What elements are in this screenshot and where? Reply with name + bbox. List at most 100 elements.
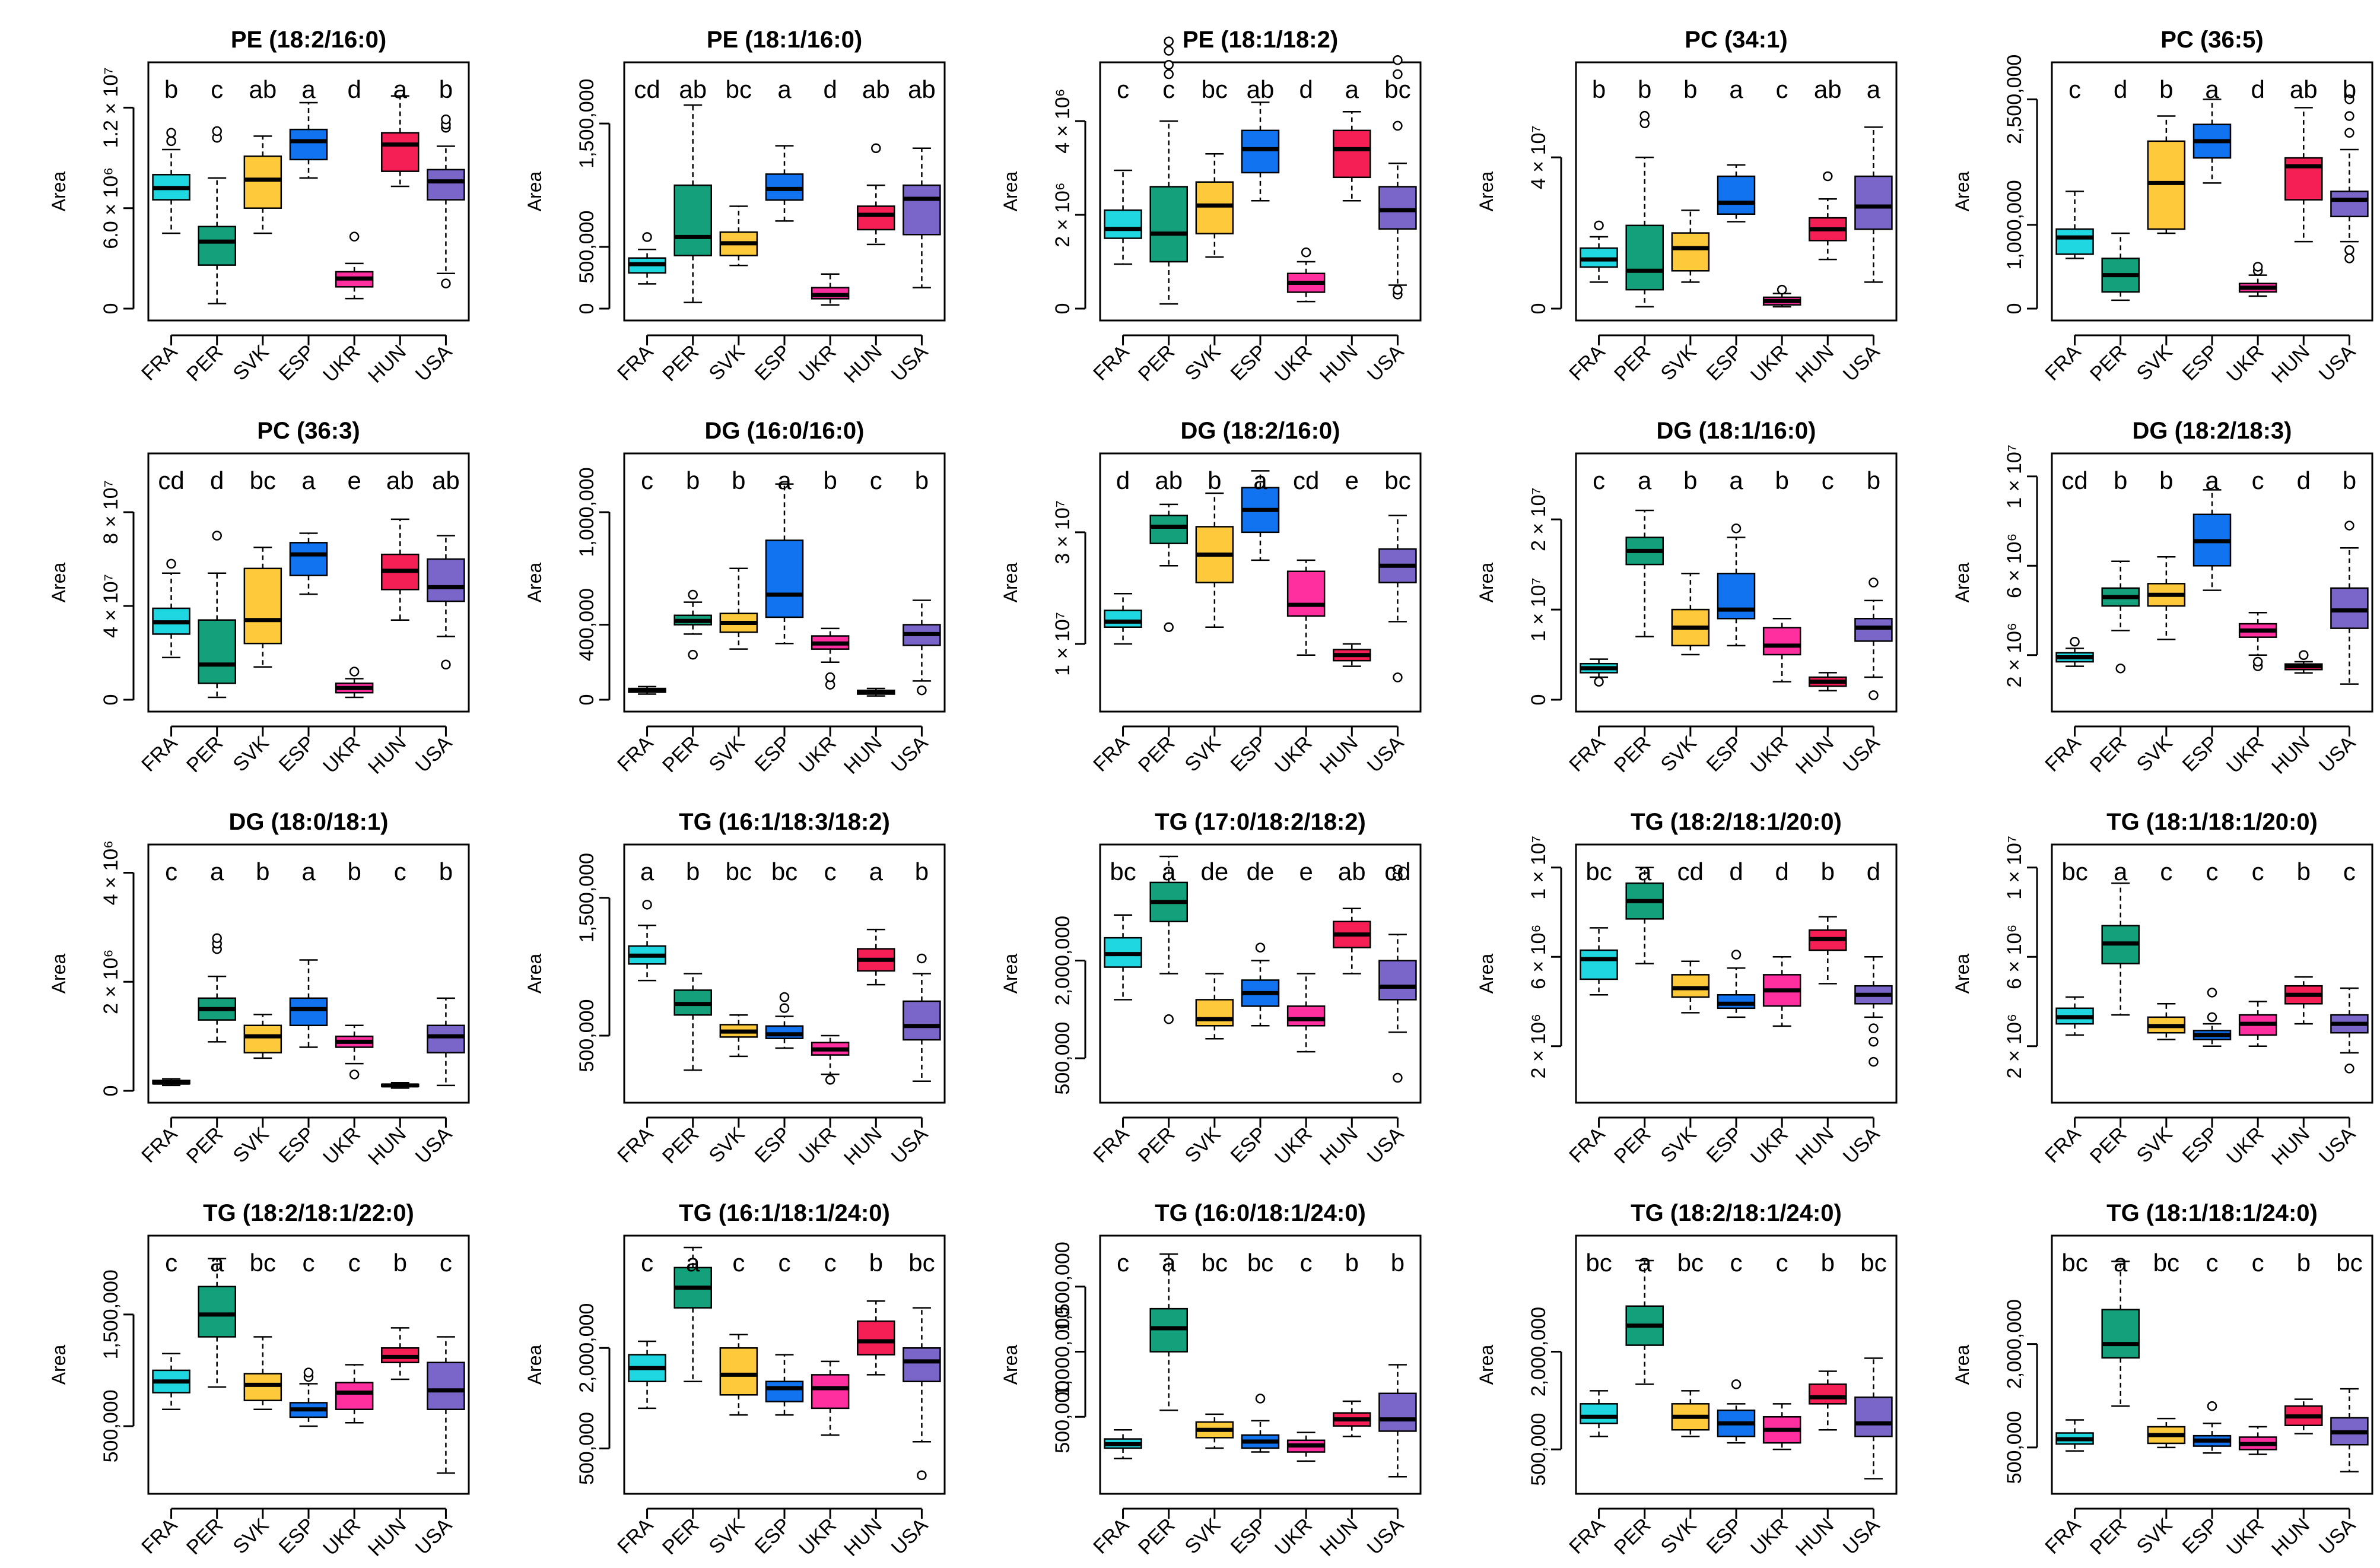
plot-frame bbox=[623, 452, 946, 713]
x-tick-label: UKR bbox=[1270, 732, 1317, 778]
x-tick-label: HUN bbox=[2267, 1514, 2314, 1561]
y-tick-label: 2 × 10⁶ bbox=[2003, 1014, 2026, 1078]
significance-letter: d bbox=[2251, 75, 2264, 103]
x-tick-label: SVK bbox=[1181, 341, 1225, 385]
significance-letter: d bbox=[1729, 858, 1743, 885]
significance-letter: b bbox=[393, 1249, 407, 1277]
outlier-point bbox=[642, 900, 652, 910]
significance-letter: b bbox=[869, 1249, 883, 1277]
chart-title: TG (18:1/18:1/24:0) bbox=[2106, 1200, 2318, 1226]
x-tick-label: SVK bbox=[1181, 1514, 1225, 1559]
box-esp bbox=[1717, 175, 1756, 215]
x-tick-label: USA bbox=[411, 732, 457, 777]
x-tick-label: USA bbox=[2315, 341, 2360, 386]
x-tick-label: PER bbox=[1134, 1514, 1179, 1559]
chart-title: TG (16:0/18:1/24:0) bbox=[1155, 1200, 1366, 1226]
x-tick-label: HUN bbox=[840, 732, 886, 779]
chart-title: DG (18:2/18:3) bbox=[2133, 418, 2292, 444]
plot-frame bbox=[1575, 1234, 1898, 1495]
significance-letter: a bbox=[1638, 466, 1652, 494]
outlier-point bbox=[642, 232, 652, 242]
significance-letter: a bbox=[869, 858, 884, 885]
outlier-point bbox=[1869, 690, 1879, 700]
box-usa bbox=[1854, 175, 1893, 230]
box-usa bbox=[1854, 1396, 1893, 1437]
outlier-point bbox=[1823, 171, 1833, 182]
outlier-point bbox=[166, 558, 176, 569]
y-tick-label: 1 × 10⁷ bbox=[2003, 836, 2026, 900]
x-tick-label: SVK bbox=[1181, 1123, 1225, 1167]
significance-letter: a bbox=[1638, 858, 1652, 885]
x-tick-label: ESP bbox=[1226, 1514, 1271, 1559]
outlier-point bbox=[2207, 1401, 2217, 1411]
y-tick-label: 500,000 bbox=[1051, 1380, 1074, 1453]
x-tick-label: SVK bbox=[705, 341, 749, 385]
x-tick-label: SVK bbox=[705, 732, 749, 776]
x-tick-label: FRA bbox=[613, 341, 657, 385]
box-svk bbox=[243, 155, 282, 209]
box-esp bbox=[1717, 994, 1756, 1010]
x-tick-label: HUN bbox=[2267, 341, 2314, 388]
x-tick-label: USA bbox=[887, 1514, 933, 1560]
chart-panel: TG (16:1/18:3/18:2) 500,000 1,500,000 Area F… bbox=[524, 809, 946, 1170]
significance-letter: d bbox=[1299, 75, 1313, 103]
outlier-point bbox=[1731, 950, 1742, 960]
significance-letter: c bbox=[165, 1249, 177, 1277]
x-tick-label: UKR bbox=[1746, 341, 1793, 387]
x-tick-label: FRA bbox=[1089, 732, 1133, 776]
outlier-point bbox=[871, 143, 881, 153]
chart-panel: PE (18:2/16:0) 0 6.0 × 10⁶ 1.2 × 10⁷ Area FRA… bbox=[48, 27, 470, 388]
x-tick-label: PER bbox=[1610, 732, 1655, 777]
box-svk bbox=[2147, 140, 2186, 230]
significance-letter: a bbox=[777, 75, 792, 103]
x-tick-label: USA bbox=[1839, 1514, 1885, 1560]
significance-letter: c bbox=[303, 1249, 315, 1277]
x-tick-label: UKR bbox=[319, 732, 365, 778]
y-tick-label: 500,000 bbox=[576, 999, 598, 1072]
x-tick-label: USA bbox=[1839, 732, 1885, 777]
y-tick-label: 8 × 10⁷ bbox=[100, 480, 122, 544]
significance-letter: bc bbox=[1585, 858, 1612, 885]
x-tick-label: PER bbox=[2086, 1514, 2131, 1559]
significance-letter: c bbox=[440, 1249, 452, 1277]
x-tick-label: SVK bbox=[2133, 1123, 2177, 1167]
outlier-point bbox=[1164, 36, 1174, 46]
significance-letter: c bbox=[824, 1249, 837, 1277]
x-tick-label: ESP bbox=[751, 1514, 795, 1559]
x-tick-label: USA bbox=[2315, 1514, 2360, 1560]
outlier-point bbox=[166, 128, 176, 138]
y-tick-label: 2 × 10⁷ bbox=[1527, 487, 1550, 551]
significance-letter: cd bbox=[2061, 466, 2087, 494]
chart-panel: PC (34:1) 0 4 × 10⁷ Area FRA b PER b SVK b ESP a UKR… bbox=[1476, 27, 1898, 388]
x-tick-label: SVK bbox=[229, 1514, 274, 1559]
significance-letter: c bbox=[2206, 858, 2219, 885]
chart-panel: DG (18:0/18:1) 0 2 × 10⁶ 4 × 10⁶ Area FRA c PER… bbox=[48, 809, 470, 1170]
x-tick-label: USA bbox=[1839, 1123, 1885, 1169]
significance-letter: b bbox=[347, 858, 361, 885]
y-axis-label: Area bbox=[524, 172, 545, 212]
y-axis-label: Area bbox=[524, 1345, 545, 1385]
x-tick-label: FRA bbox=[2041, 341, 2085, 385]
x-tick-label: UKR bbox=[1270, 341, 1317, 387]
y-tick-label: 2 × 10⁶ bbox=[1527, 1014, 1550, 1078]
box-per bbox=[2101, 1309, 2140, 1359]
significance-letter: b bbox=[1638, 75, 1651, 103]
significance-letter: a bbox=[1345, 75, 1359, 103]
box-svk bbox=[243, 567, 282, 645]
significance-letter: d bbox=[210, 466, 224, 494]
significance-letter: bc bbox=[1384, 466, 1410, 494]
significance-letter: c bbox=[394, 858, 406, 885]
x-tick-label: SVK bbox=[2133, 341, 2177, 385]
x-tick-label: USA bbox=[1363, 732, 1409, 777]
significance-letter: a bbox=[1162, 858, 1176, 885]
chart-title: TG (17:0/18:2/18:2) bbox=[1155, 809, 1366, 835]
significance-letter: bc bbox=[1384, 75, 1410, 103]
box-ukr bbox=[1762, 627, 1801, 656]
y-tick-label: 2,000,000 bbox=[1051, 916, 1074, 1005]
box-per bbox=[1149, 186, 1188, 263]
outlier-point bbox=[2344, 1064, 2354, 1074]
significance-letter: bc bbox=[250, 466, 276, 494]
chart-title: DG (18:1/16:0) bbox=[1657, 418, 1816, 444]
outlier-point bbox=[688, 649, 698, 660]
box-svk bbox=[243, 1024, 282, 1053]
